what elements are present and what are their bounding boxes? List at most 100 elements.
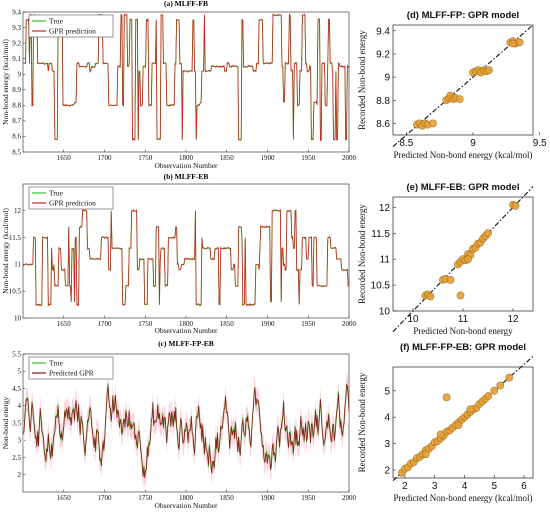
x-axis-label: Observation Number bbox=[154, 326, 218, 335]
y-tick-label: 5 bbox=[18, 368, 22, 376]
y-tick-label: 11.5 bbox=[9, 234, 21, 242]
y-tick-label: 10 bbox=[379, 307, 391, 318]
x-axis-label: Predicted Non-bond energy (kcal/mol) bbox=[393, 150, 532, 160]
y-tick-label: 12 bbox=[379, 203, 391, 214]
legend-box bbox=[28, 356, 114, 380]
x-tick-label: 1650 bbox=[57, 154, 72, 162]
right-panel-d: (d) MLFF-FP: GPR model 8.5 9 9.5 8.6 8.8 9 9.2 9… bbox=[357, 10, 547, 160]
scatter-point bbox=[515, 38, 524, 47]
y-tick-label: 3 bbox=[18, 437, 22, 445]
x-tick-label: 1850 bbox=[220, 494, 235, 502]
y-tick-label: 3 bbox=[384, 439, 390, 450]
y-tick-label: 4 bbox=[18, 402, 22, 410]
x-tick-label: 1900 bbox=[261, 320, 276, 328]
scatter-point bbox=[454, 421, 463, 430]
scatter-point bbox=[466, 405, 475, 414]
scatter-point bbox=[496, 381, 505, 390]
series-line-predicted bbox=[22, 208, 350, 307]
scatter-point bbox=[446, 276, 455, 284]
scatter-point bbox=[426, 292, 435, 301]
scatter-point bbox=[509, 39, 517, 48]
x-tick-label: 1900 bbox=[261, 494, 276, 502]
x-tick-label: 1700 bbox=[98, 494, 113, 502]
scatter-point bbox=[429, 119, 437, 128]
scatter-point bbox=[456, 291, 465, 300]
x-axis-label: Observation Number bbox=[154, 161, 218, 170]
x-tick-label: 11 bbox=[458, 314, 469, 325]
y-tick-label: 9.1 bbox=[12, 55, 21, 63]
x-tick-label: 1750 bbox=[138, 494, 153, 502]
y-tick-label: 9 bbox=[384, 73, 390, 84]
right-panel-e: (e) MLFF-EB: GPR model 10 11 12 10 10.5 11 11.5… bbox=[357, 182, 534, 336]
x-tick-label: 12 bbox=[507, 314, 519, 325]
y-tick-label: 10.5 bbox=[9, 288, 22, 296]
y-tick-label: 9.2 bbox=[376, 49, 390, 60]
scatter-point bbox=[484, 229, 492, 238]
legend-label-predicted: GPR prediction bbox=[49, 199, 96, 208]
y-tick-label: 3.5 bbox=[12, 419, 21, 427]
scatter-point bbox=[484, 392, 493, 400]
y-axis-label: Non-bond energy (kcal/mol) bbox=[1, 208, 10, 294]
y-tick-label: 11.5 bbox=[371, 229, 390, 240]
x-tick-label: 1700 bbox=[98, 320, 113, 328]
y-tick-label: 5.5 bbox=[12, 350, 21, 358]
scatter-point bbox=[421, 450, 430, 459]
y-tick-label: 8.5 bbox=[12, 148, 21, 156]
chart-title: (c) MLFF-FP-EB bbox=[158, 339, 214, 348]
x-tick-label: 2000 bbox=[342, 494, 357, 502]
y-tick-label: 4.5 bbox=[12, 385, 21, 393]
x-tick-label: 1750 bbox=[138, 154, 153, 162]
x-tick-label: 4 bbox=[462, 481, 468, 492]
y-tick-label: 5 bbox=[384, 386, 390, 397]
x-tick-label: 5 bbox=[491, 481, 497, 492]
y-tick-label: 2 bbox=[384, 466, 390, 477]
chart-title: (a) MLFF-FB bbox=[164, 0, 208, 8]
y-tick-label: 12 bbox=[14, 207, 22, 215]
y-tick-label: 9 bbox=[18, 71, 22, 79]
left-panel-a: (a) MLFF-FB 1650 1700 1750 1800 1850 1900 1950 2… bbox=[1, 0, 357, 170]
x-axis-label: Predicted Non-bond energy bbox=[413, 326, 513, 336]
x-tick-label: 8.5 bbox=[399, 138, 413, 149]
x-tick-label: 9 bbox=[470, 138, 476, 149]
y-axis-label: Recorded Non-bond energy bbox=[357, 204, 367, 304]
chart-title: (b) MLFF-EB bbox=[164, 172, 209, 181]
scatter-point bbox=[436, 430, 445, 439]
x-axis-label: Predicted Non-bond energy (kcal/mol) bbox=[393, 493, 532, 503]
y-axis-label: Recorded Non-bond energy bbox=[357, 30, 367, 130]
x-tick-label: 1800 bbox=[179, 320, 194, 328]
scatter-point bbox=[490, 386, 499, 395]
legend-box bbox=[28, 14, 114, 38]
y-tick-label: 8.6 bbox=[376, 119, 390, 130]
y-tick-label: 10 bbox=[14, 314, 22, 322]
x-tick-label: 2000 bbox=[342, 320, 357, 328]
y-tick-label: 9.4 bbox=[12, 8, 21, 16]
x-tick-label: 1850 bbox=[220, 320, 235, 328]
y-tick-label: 8.9 bbox=[12, 86, 21, 94]
x-tick-label: 1850 bbox=[220, 154, 235, 162]
left-panel-b: (b) MLFF-EB 1650 1700 1750 1800 1850 1900 1950 2… bbox=[1, 172, 357, 335]
y-axis-label: Recorded Non-bond energy bbox=[357, 372, 367, 472]
y-axis-label: Non-bond energy bbox=[1, 396, 10, 449]
scatter-point bbox=[505, 373, 514, 382]
x-tick-label: 1750 bbox=[138, 320, 153, 328]
identity-line bbox=[392, 186, 534, 333]
plot-area bbox=[392, 196, 534, 312]
x-tick-label: 1950 bbox=[301, 154, 316, 162]
y-tick-label: 9.2 bbox=[12, 39, 21, 47]
y-tick-label: 8.7 bbox=[12, 117, 21, 125]
x-tick-label: 2 bbox=[402, 481, 408, 492]
x-tick-label: 1950 bbox=[301, 320, 316, 328]
x-tick-label: 3 bbox=[432, 481, 438, 492]
y-tick-label: 8.6 bbox=[12, 133, 21, 141]
x-tick-label: 6 bbox=[521, 481, 527, 492]
x-tick-label: 1650 bbox=[57, 494, 72, 502]
legend-label-predicted: Predicted GPR bbox=[49, 369, 94, 378]
x-tick-label: 9.5 bbox=[533, 138, 547, 149]
y-tick-label: 11 bbox=[380, 255, 391, 266]
y-tick-label: 11 bbox=[14, 261, 21, 269]
x-axis-label: Observation Number bbox=[154, 501, 218, 510]
legend-label-true: True bbox=[49, 17, 64, 26]
y-tick-label: 2.5 bbox=[12, 454, 21, 462]
